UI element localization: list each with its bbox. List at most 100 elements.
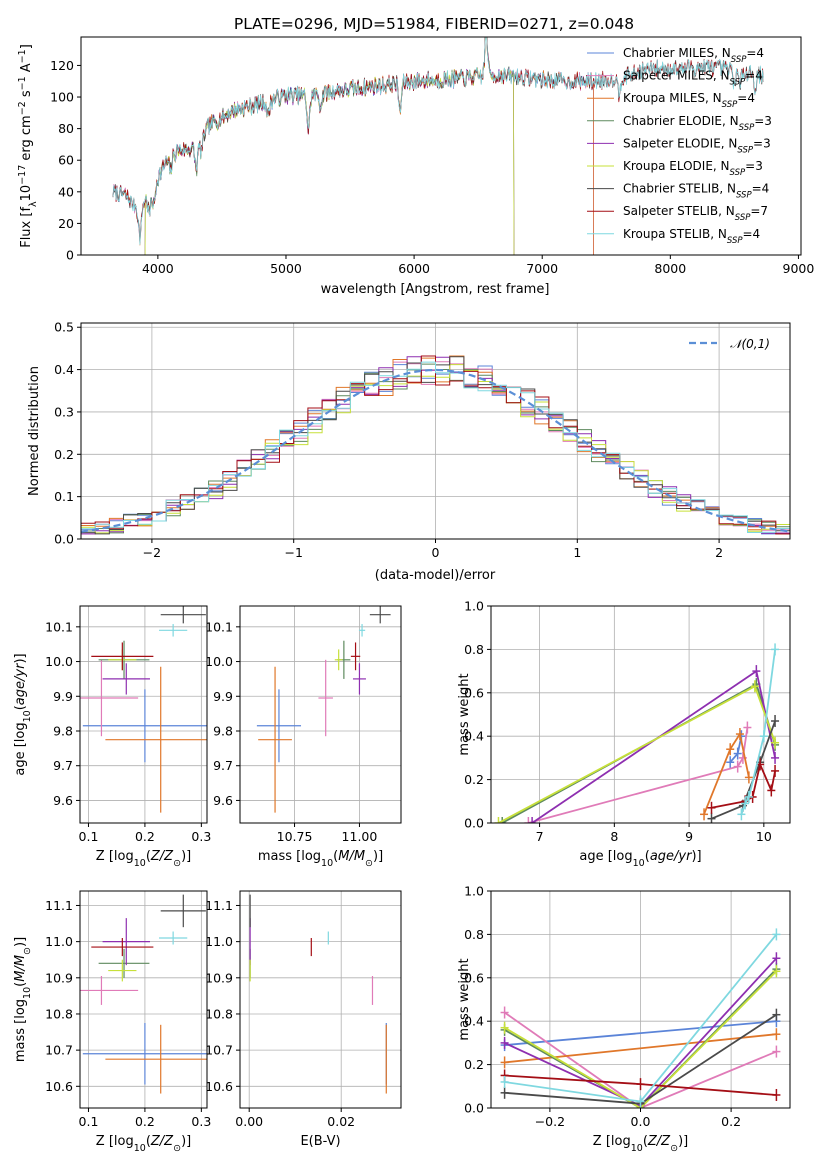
y-tick-label: 10.6 <box>205 1079 233 1094</box>
legend-label-kroupa-elodie: Kroupa ELODIE, NSSP=3 <box>623 159 763 178</box>
mass-vs-z-x-label: Z [log10(Z/Z⊙)] <box>96 1134 191 1154</box>
axes-frame <box>239 890 402 1109</box>
y-tick-label: 0.4 <box>464 1014 484 1029</box>
x-tick-label: 8 <box>610 829 618 844</box>
legend-label-salpeter-miles: Salpeter MILES, NSSP=4 <box>623 69 763 88</box>
errorbar-salpeter-miles <box>318 659 333 737</box>
spectrum-legend: Chabrier MILES, NSSP=4 Salpeter MILES, NS… <box>587 46 772 246</box>
axes-frame <box>490 605 791 824</box>
y-tick-label: 11.1 <box>205 898 233 913</box>
weight-line-salpeter-elodie <box>528 665 780 823</box>
x-tick-label: 9000 <box>783 261 815 276</box>
y-tick-label: 0.1 <box>54 489 74 504</box>
y-tick-label: 10.6 <box>45 1079 73 1094</box>
y-tick-label: 9.8 <box>213 723 233 738</box>
weight-vs-age-y-label: mass weight <box>457 673 472 755</box>
x-tick-label: 0.02 <box>327 1114 355 1129</box>
x-tick-label: 0.2 <box>721 1114 741 1129</box>
y-tick-label: 40 <box>58 184 74 199</box>
x-tick-label: 6000 <box>398 261 430 276</box>
y-tick-label: 0.2 <box>54 447 74 462</box>
y-tick-label: 10.8 <box>205 1006 233 1021</box>
x-tick-label: 9 <box>685 829 693 844</box>
residuals-plot-area <box>81 355 790 535</box>
weight-vs-z-y-label: mass weight <box>457 958 472 1040</box>
x-tick-label: 0.3 <box>191 829 211 844</box>
weight-path <box>504 1011 777 1108</box>
age-vs-mass-x-label: mass [log10(M/M⊙)] <box>258 849 383 869</box>
mass-vs-z-axes: 0.1 0.2 0.3 10.6 10.7 10.8 10.9 11.0 11.1 Z [log1… <box>13 890 211 1154</box>
y-tick-label: 10.7 <box>45 1043 73 1058</box>
errorbar-kroupa-stelib <box>358 624 366 637</box>
errorbar-kroupa-miles <box>105 666 207 813</box>
age-vs-z-x-label: Z [log10(Z/Z⊙)] <box>96 849 191 869</box>
y-tick-label: 10.9 <box>205 970 233 985</box>
weight-line-kroupa-miles <box>500 1028 781 1069</box>
y-tick-label: 9.8 <box>53 723 73 738</box>
x-tick-label: 1 <box>573 545 581 560</box>
y-tick-label: 1.0 <box>464 884 484 899</box>
y-tick-label: 10.0 <box>45 654 73 669</box>
spectrum-plot-area <box>112 37 764 255</box>
x-tick-label: 0.1 <box>79 1114 99 1129</box>
mass-vs-z-plot-area <box>80 894 207 1094</box>
legend-label-chabrier-elodie: Chabrier ELODIE, NSSP=3 <box>623 114 772 133</box>
legend-label-chabrier-miles: Chabrier MILES, NSSP=4 <box>623 46 764 65</box>
residuals-legend: 𝒩(0,1) <box>689 337 770 351</box>
errorbar-chabrier-miles <box>82 689 207 763</box>
x-tick-label: 7 <box>536 829 544 844</box>
weight-path <box>504 968 778 1108</box>
axes-frame <box>79 890 208 1109</box>
weight-vs-age-plot-area <box>494 643 780 823</box>
y-tick-label: 0 <box>66 248 74 263</box>
weight-vs-z-axes: −0.2 0.0 0.2 0.0 0.2 0.4 0.6 0.8 1.0 Z [log10(Z/Z… <box>457 884 791 1154</box>
errorbar-kroupa-elodie <box>108 959 137 982</box>
x-tick-label: 0.2 <box>135 1114 155 1129</box>
y-tick-label: 11.1 <box>45 898 73 913</box>
y-tick-label: 0.0 <box>54 532 74 547</box>
legend-label-salpeter-elodie: Salpeter ELODIE, NSSP=3 <box>623 136 771 155</box>
x-tick-label: 0.1 <box>79 829 99 844</box>
weight-path <box>504 970 778 1108</box>
errorbar-salpeter-miles <box>80 975 139 1005</box>
errorbar-kroupa-stelib <box>159 624 188 637</box>
errorbar-chabrier-miles <box>256 689 302 763</box>
mass-vs-ebv-axes: 0.00 0.02 10.6 10.7 10.8 10.9 11.0 11.1 E(B-V) <box>205 890 402 1149</box>
residuals-axes: −2 −1 0 1 2 0.0 0.1 0.2 0.3 0.4 0.5 𝒩(0,1) (data-mod… <box>27 320 791 583</box>
y-tick-label: 10.1 <box>205 619 233 634</box>
legend-label-normal: 𝒩(0,1) <box>730 337 770 351</box>
y-tick-label: 9.7 <box>53 758 73 773</box>
figure-title: PLATE=0296, MJD=51984, FIBERID=0271, z=0… <box>234 15 634 33</box>
spectrum-axes: 4000 5000 6000 7000 8000 9000 0 20 40 60 80 100 120 w… <box>17 36 815 297</box>
errorbar-salpeter-stelib <box>91 642 154 671</box>
errorbar-kroupa-elodie <box>334 649 343 671</box>
spectrum-x-label: wavelength [Angstrom, rest frame] <box>321 282 550 297</box>
weight-line-kroupa-miles <box>700 728 753 821</box>
errorbar-salpeter-elodie <box>102 918 150 966</box>
mass-vs-z-y-label: mass [log10(M/M⊙)] <box>13 937 33 1062</box>
axes-frame <box>79 605 208 824</box>
y-tick-label: 20 <box>58 216 74 231</box>
y-tick-label: 10.7 <box>205 1043 233 1058</box>
y-tick-label: 0.2 <box>464 1057 484 1072</box>
weight-path <box>504 1033 777 1064</box>
y-tick-label: 11.0 <box>45 934 73 949</box>
weight-vs-z-x-label: Z [log10(Z/Z⊙)] <box>593 1134 688 1154</box>
y-tick-label: 100 <box>50 90 74 105</box>
y-tick-label: 0.3 <box>54 404 74 419</box>
x-tick-label: 8000 <box>654 261 686 276</box>
errorbar-kroupa-miles <box>258 666 292 813</box>
x-tick-label: 5000 <box>270 261 302 276</box>
y-tick-label: 0.0 <box>464 816 484 831</box>
x-tick-label: 0.2 <box>135 829 155 844</box>
errorbar-chabrier-miles <box>82 1023 207 1085</box>
weight-vs-age-axes: 7 8 9 10 0.0 0.2 0.4 0.6 0.8 1.0 age [log10(age/yr… <box>457 599 791 869</box>
weight-line-salpeter-stelib <box>500 1069 781 1101</box>
y-tick-label: 60 <box>58 153 74 168</box>
y-tick-label: 0.5 <box>54 320 74 335</box>
x-tick-label: −1 <box>284 545 302 560</box>
histogram-kroupa-stelib <box>81 361 790 534</box>
x-tick-label: 0.00 <box>235 1114 263 1129</box>
y-tick-label: 0.4 <box>464 729 484 744</box>
